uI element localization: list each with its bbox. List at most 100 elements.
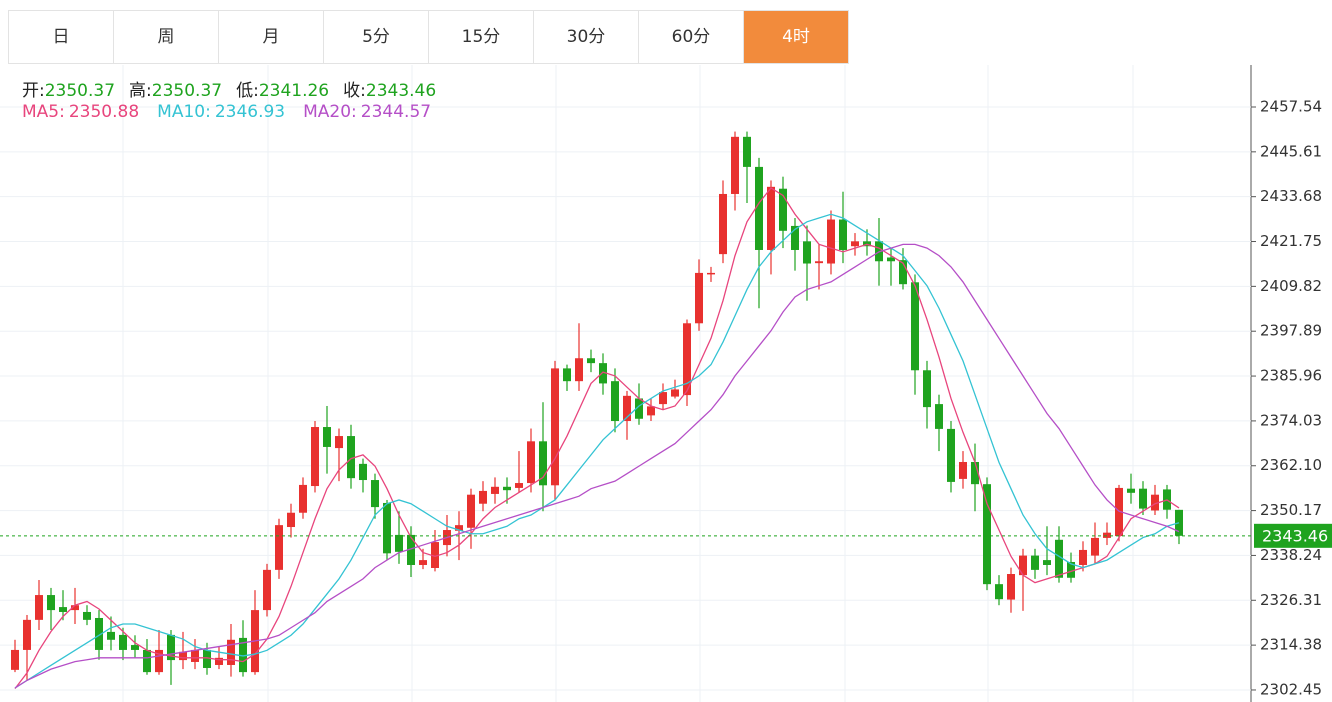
candle-body [923, 370, 931, 408]
ohlc-legend: 开:2350.37 高:2350.37 低:2341.26 收:2343.46 [22, 76, 450, 101]
tab[interactable]: 月 [219, 11, 324, 63]
candle-body [299, 484, 307, 513]
y-tick-label: 2421.75 [1260, 232, 1322, 250]
candle-body [491, 486, 499, 494]
y-tick-label: 2385.96 [1260, 367, 1322, 385]
ma-name: MA5: [22, 102, 65, 122]
candle-body [899, 260, 907, 285]
candle-body [167, 634, 175, 661]
tab[interactable]: 日 [9, 11, 114, 63]
candle-body [683, 323, 691, 396]
ma-value: 2344.57 [360, 102, 432, 122]
ma-value: 2350.88 [68, 102, 140, 122]
ma-line [14, 213, 1180, 689]
candle-body [887, 257, 895, 262]
y-tick-label: 2302.45 [1260, 680, 1322, 698]
candle-body [1091, 537, 1099, 556]
candle-body [455, 525, 463, 531]
candle-body [83, 611, 91, 620]
candle-body [539, 441, 547, 486]
y-tick-label: 2409.82 [1260, 277, 1322, 295]
candle-body [1019, 555, 1027, 576]
candle-body [671, 389, 679, 397]
candle-body [767, 186, 775, 250]
y-tick-label: 2397.89 [1260, 322, 1322, 340]
candle-body [935, 404, 943, 429]
candle-body [131, 645, 139, 650]
ohlc-label: 收: [343, 81, 366, 101]
candle-body [203, 649, 211, 668]
candle-body [59, 607, 67, 612]
candle-body [839, 219, 847, 250]
ma-name: MA20: [303, 102, 357, 122]
candle-body [1031, 555, 1039, 570]
candle-body [1079, 549, 1087, 565]
tab[interactable]: 15分 [429, 11, 534, 63]
candle-body [803, 241, 811, 264]
candle-body [623, 395, 631, 422]
y-tick-label: 2362.10 [1260, 456, 1322, 474]
y-tick-label: 2350.17 [1260, 501, 1322, 519]
candle-body [647, 406, 655, 416]
y-tick-label: 2445.61 [1260, 142, 1322, 160]
candle-body [947, 428, 955, 482]
candle-body [383, 502, 391, 554]
candle-body [1127, 488, 1135, 493]
ma-name: MA10: [157, 102, 211, 122]
candle-body [635, 398, 643, 419]
ma-line [14, 243, 1180, 689]
candle-body [971, 461, 979, 485]
candle-body [95, 617, 103, 650]
tab[interactable]: 5分 [324, 11, 429, 63]
candle-body [743, 136, 751, 167]
candle-body [275, 525, 283, 570]
ohlc-label: 高: [129, 81, 152, 101]
candle-body [107, 631, 115, 640]
candle-body [467, 494, 475, 528]
candle-body [779, 188, 787, 231]
candle-body [35, 595, 43, 620]
candle-body [239, 637, 247, 673]
candle-body [791, 225, 799, 250]
candle-body [995, 584, 1003, 600]
ohlc-value: 2343.46 [365, 81, 437, 101]
ma-value: 2346.93 [214, 102, 286, 122]
candle-body [503, 486, 511, 491]
candle-body [659, 392, 667, 405]
candle-body [431, 542, 439, 568]
y-tick-label: 2326.31 [1260, 591, 1322, 609]
candle-body [1151, 494, 1159, 511]
ma-legend: MA5: 2350.88 MA10: 2346.93 MA20: 2344.57 [22, 102, 449, 122]
candle-body [551, 368, 559, 486]
tab[interactable]: 30分 [534, 11, 639, 63]
candle-body [695, 272, 703, 324]
candle-body [47, 595, 55, 611]
candle-body [23, 619, 31, 650]
candle-body [815, 261, 823, 264]
y-tick-label: 2433.68 [1260, 187, 1322, 205]
candle-body [155, 649, 163, 673]
candle-body [1043, 560, 1051, 565]
tab[interactable]: 60分 [639, 11, 744, 63]
candle-body [563, 368, 571, 382]
candle-body [1115, 487, 1123, 537]
candle-body [731, 136, 739, 194]
candle-body [527, 441, 535, 484]
candle-body [191, 649, 199, 662]
ohlc-label: 低: [236, 81, 259, 101]
tab[interactable]: 周 [114, 11, 219, 63]
tab[interactable]: 4时 [744, 11, 849, 63]
candle-body [587, 358, 595, 364]
candle-body [959, 461, 967, 479]
candle-body [1103, 532, 1111, 538]
candle-body [71, 605, 79, 611]
candle-body [611, 381, 619, 422]
candle-body [911, 282, 919, 371]
vertical-grid [122, 65, 1134, 702]
candle-body [407, 534, 415, 565]
candle-body [1007, 574, 1015, 600]
candle-body [851, 241, 859, 247]
candle-body [395, 534, 403, 552]
